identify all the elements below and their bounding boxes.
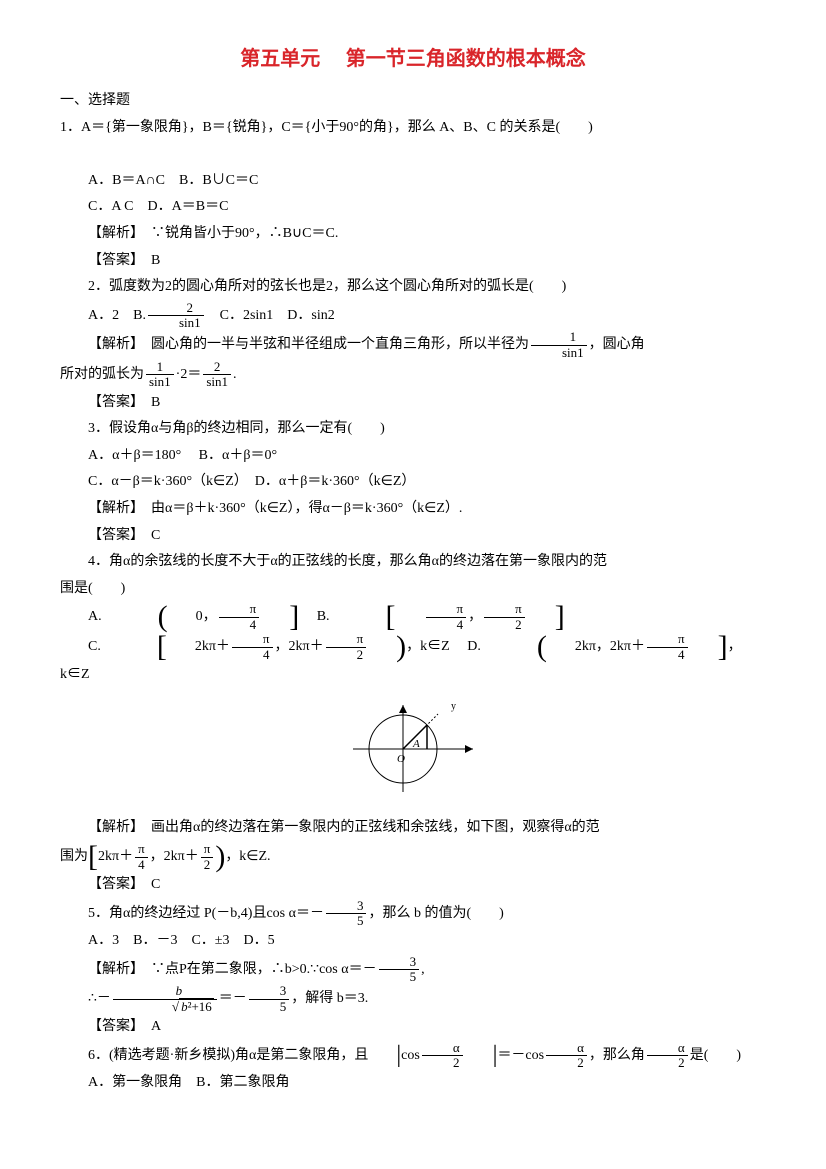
q2-answer: 【答案】 B xyxy=(60,390,766,417)
q3-solution: 【解析】 由α＝β＋k·360°（k∈Z），得α－β＝k·360°（k∈Z）. xyxy=(60,496,766,523)
q4-stem-l2: 围是( ) xyxy=(60,576,766,603)
q6-options: A．第一象限角 B．第二象限角 xyxy=(60,1070,766,1097)
q2-solution-line1: 【解析】 圆心角的一半与半弦和半径组成一个直角三角形，所以半径为1sin1，圆心… xyxy=(60,330,766,360)
q1-opt-ab: A．B＝A∩C B．B∪C＝C xyxy=(60,168,766,195)
q4-solution-l1: 【解析】 画出角α的终边落在第一象限内的正弦线和余弦线，如下图，观察得α的范 xyxy=(60,815,766,842)
q5-sol-d: ，解得 b＝3. xyxy=(291,991,368,1006)
svg-text:y: y xyxy=(451,701,456,712)
q5-solution-l1: 【解析】 ∵点P在第二象限，∴b>0.∵cos α＝－35, xyxy=(60,955,766,985)
q4-opt-ab: A.(0，π4] B.[π4，π2] xyxy=(60,602,766,632)
q2-sol-text-a: 【解析】 圆心角的一半与半弦和半径组成一个直角三角形，所以半径为 xyxy=(88,337,529,352)
frac-2-sin1: 2sin1 xyxy=(148,301,204,331)
frac-3-5-a: 35 xyxy=(326,899,367,929)
q2-opt-prefix: A．2 B. xyxy=(88,308,146,323)
q2-stem: 2．弧度数为2的圆心角所对的弦长也是2，那么这个圆心角所对的弧长是( ) xyxy=(60,274,766,301)
q4-c-label: C. xyxy=(88,640,101,655)
q3-opt-ab: A．α＋β＝180° B．α＋β＝0° xyxy=(60,443,766,470)
section-heading: 一、选择题 xyxy=(60,88,766,115)
frac-a-2-b: α2 xyxy=(546,1041,587,1071)
q2-sol-text-b: ，圆心角 xyxy=(589,337,645,352)
q2-options: A．2 B.2sin1 C．2sin1 D．sin2 xyxy=(60,301,766,331)
frac-a-2-a: α2 xyxy=(422,1041,463,1071)
q4-figure: O A y xyxy=(60,697,766,808)
q5-solution-l2: ∴－bb²+16＝－35，解得 b＝3. xyxy=(60,984,766,1014)
q4-opt-a-interval: (0，π4] xyxy=(102,602,300,632)
q5-stem-b: ，那么 b 的值为( ) xyxy=(368,906,503,921)
q4-sol-suffix: ，k∈Z. xyxy=(225,849,270,864)
q4-sol-range-label: 围为 xyxy=(60,849,88,864)
q5-answer: 【答案】 A xyxy=(60,1014,766,1041)
q5-options: A．3 B．－3 C．±3 D．5 xyxy=(60,928,766,955)
q4a-zero: 0， xyxy=(196,610,217,625)
q1-answer: 【答案】 B xyxy=(60,248,766,275)
frac-2-sin1-b: 2sin1 xyxy=(203,360,231,390)
svg-text:O: O xyxy=(397,753,405,765)
frac-1-sin1-a: 1sin1 xyxy=(531,330,587,360)
q5-sol-a: 【解析】 ∵点P在第二象限，∴b>0.∵cos α＝－ xyxy=(88,962,377,977)
q4c-2kpi: 2kπ＋ xyxy=(195,640,230,655)
q4sol-2kpi2: 2kπ＋ xyxy=(164,849,199,864)
q4c-2kpi2: 2kπ＋ xyxy=(289,640,324,655)
q4-opt-b-interval: [π4，π2] xyxy=(330,602,565,632)
q2-sol-text-d: ·2＝ xyxy=(176,367,202,382)
q3-stem: 3．假设角α与角β的终边相同，那么一定有( ) xyxy=(60,416,766,443)
q5-sol-c: ＝－ xyxy=(219,991,247,1006)
q4-opt-d-interval: (2kπ，2kπ＋π4] xyxy=(481,632,728,662)
q6-stem-c: ，那么角 xyxy=(589,1048,645,1063)
q4sol-2kpi: 2kπ＋ xyxy=(98,849,133,864)
frac-1-sin1-b: 1sin1 xyxy=(146,360,174,390)
q6-stem: 6．(精选考题·新乡模拟)角α是第二象限角，且|cosα2|＝－cosα2，那么… xyxy=(60,1041,766,1071)
q2-solution-line2: 所对的弧长为1sin1·2＝2sin1. xyxy=(60,360,766,390)
frac-a-2-c: α2 xyxy=(647,1041,688,1071)
q5-stem: 5．角α的终边经过 P(－b,4)且cos α＝－35，那么 b 的值为( ) xyxy=(60,899,766,929)
q3-answer: 【答案】 C xyxy=(60,523,766,550)
q6-stem-b: ＝－cos xyxy=(497,1048,544,1063)
q2-sol-text-c: 所对的弧长为 xyxy=(60,367,144,382)
q4-c-suffix: ，k∈Z xyxy=(406,640,450,655)
q4d-2kpi: 2kπ，2kπ＋ xyxy=(575,640,645,655)
frac-3-5-b: 35 xyxy=(379,955,420,985)
q4-solution-l2: 围为[2kπ＋π4，2kπ＋π2)，k∈Z. xyxy=(60,842,766,872)
q4-a-label: A. xyxy=(88,610,102,625)
q6-cos: cos xyxy=(401,1048,420,1063)
q2-opt-cd: C．2sin1 D．sin2 xyxy=(206,308,335,323)
frac-3-5-c: 35 xyxy=(249,984,290,1014)
q4-answer: 【答案】 C xyxy=(60,872,766,899)
q4-d-label: D. xyxy=(467,640,481,655)
q1-stem: 1．A＝{第一象限角}，B＝{锐角}，C＝{小于90°的角}，那么 A、B、C … xyxy=(60,115,766,142)
q3-opt-cd: C．α－β＝k·360°（k∈Z） D．α＋β＝k·360°（k∈Z） xyxy=(60,469,766,496)
q6-stem-d: 是( ) xyxy=(690,1048,741,1063)
q1-opt-cd: C．A C D．A＝B＝C xyxy=(60,194,766,221)
q4-stem-l1: 4．角α的余弦线的长度不大于α的正弦线的长度，那么角α的终边落在第一象限内的范 xyxy=(60,549,766,576)
frac-b-sqrt: bb²+16 xyxy=(113,984,217,1014)
q4-sol-interval: [2kπ＋π4，2kπ＋π2) xyxy=(88,842,225,872)
page-title: 第五单元 第一节三角函数的根本概念 xyxy=(60,40,766,78)
q4-opt-c-interval: [2kπ＋π4，2kπ＋π2) xyxy=(101,632,406,662)
q6-stem-a: 6．(精选考题·新乡模拟)角α是第二象限角，且 xyxy=(88,1048,368,1063)
q5-sol-b: ∴－ xyxy=(88,991,111,1006)
q5-stem-a: 5．角α的终边经过 P(－b,4)且cos α＝－ xyxy=(88,906,324,921)
q1-solution: 【解析】 ∵锐角皆小于90°，∴B∪C＝C. xyxy=(60,221,766,248)
q4-b-label: B. xyxy=(317,610,330,625)
q4-opt-cd: C.[2kπ＋π4，2kπ＋π2)，k∈Z D.(2kπ，2kπ＋π4]，k∈Z xyxy=(60,632,766,689)
svg-text:A: A xyxy=(412,738,420,750)
